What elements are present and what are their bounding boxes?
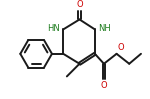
Text: O: O [76, 0, 83, 9]
Text: HN: HN [47, 24, 60, 33]
Text: O: O [101, 81, 107, 90]
Text: O: O [117, 43, 124, 52]
Text: NH: NH [99, 24, 111, 33]
